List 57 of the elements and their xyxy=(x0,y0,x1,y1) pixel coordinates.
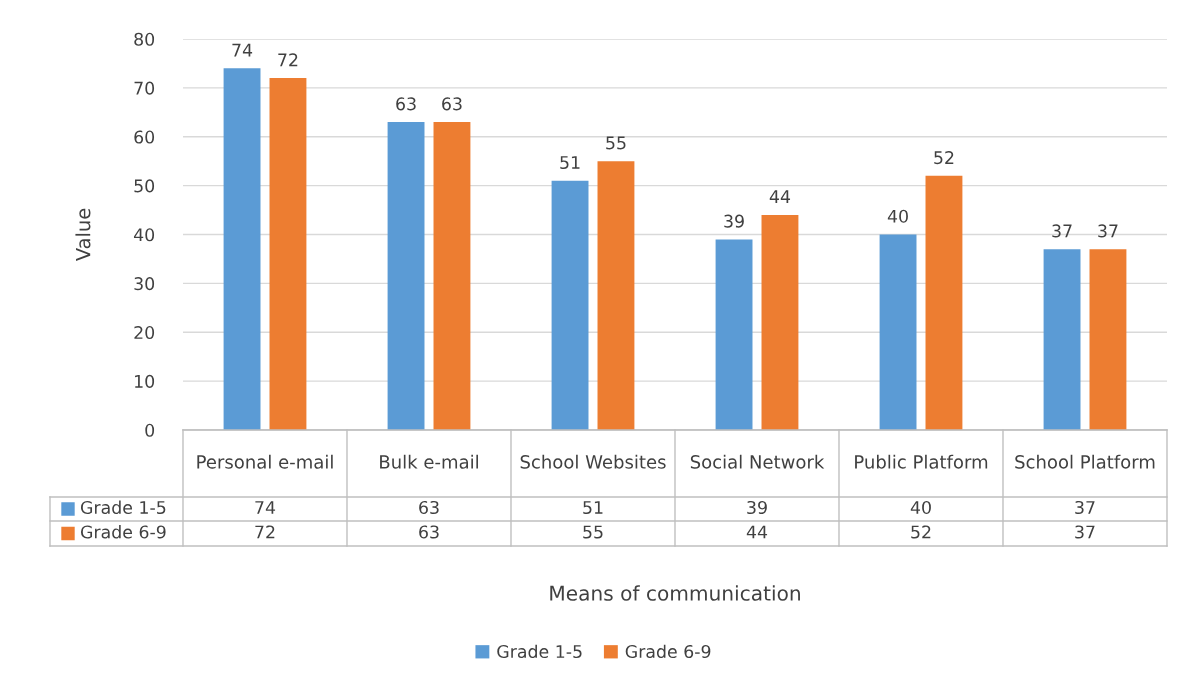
x-tick-label: Personal e-mail xyxy=(197,454,333,469)
data-label: 74 xyxy=(255,501,276,514)
bar xyxy=(433,122,471,430)
bar xyxy=(715,239,753,430)
data-label: 44 xyxy=(746,525,768,539)
y-tick-label: 0 xyxy=(145,423,155,437)
data-label: 39 xyxy=(747,500,767,515)
x-tick-label: Social Network xyxy=(690,454,825,469)
annotation: 52 xyxy=(934,151,954,165)
annotation: 39 xyxy=(724,214,744,228)
annotation: 51 xyxy=(560,156,580,170)
bar xyxy=(551,180,589,430)
y-tick-label: 50 xyxy=(134,179,155,193)
annotation: 63 xyxy=(442,97,462,111)
annotation: 55 xyxy=(606,136,626,150)
data-label: 55 xyxy=(583,525,603,539)
y-tick-label: 10 xyxy=(135,374,155,388)
data-label: 51 xyxy=(583,501,603,515)
y-tick-label: 30 xyxy=(134,277,155,291)
y-tick-label: 20 xyxy=(134,325,155,340)
bar xyxy=(761,214,799,430)
data-label: 37 xyxy=(1075,500,1095,515)
legend-label: Grade 1-5 xyxy=(80,500,166,515)
bar xyxy=(879,234,917,430)
data-label: 37 xyxy=(1075,525,1095,539)
x-tick-label: School Websites xyxy=(520,454,666,469)
annotation: 37 xyxy=(1052,224,1072,238)
annotation: 72 xyxy=(278,53,298,67)
annotation: 63 xyxy=(396,97,416,111)
y-tick-label: 70 xyxy=(134,81,155,95)
bar xyxy=(597,161,635,430)
bar xyxy=(269,78,307,430)
annotation: 37 xyxy=(1098,224,1118,238)
bar xyxy=(223,68,261,430)
annotation: 74 xyxy=(232,43,253,57)
bar xyxy=(1043,249,1081,430)
x-tick-label: Bulk e-mail xyxy=(380,454,478,469)
y-axis-title: Value xyxy=(75,208,91,262)
y-tick-label: 60 xyxy=(134,130,155,144)
x-tick-label: School Platform xyxy=(1015,454,1155,469)
data-label: 63 xyxy=(419,500,439,515)
text: Means of communication xyxy=(550,585,800,601)
annotation: 44 xyxy=(769,190,791,204)
x-tick-label: Public Platform xyxy=(855,454,988,469)
text: Grade 6-9 xyxy=(625,644,711,659)
y-tick-label: 80 xyxy=(134,32,155,46)
data-label: 52 xyxy=(911,525,931,539)
bar xyxy=(925,175,963,430)
bar xyxy=(1089,249,1127,430)
data-label: 63 xyxy=(419,525,439,539)
data-label: 72 xyxy=(255,525,275,539)
y-tick-label: 40 xyxy=(133,228,155,242)
data-label: 40 xyxy=(910,500,931,515)
text: Grade 1-5 xyxy=(497,644,582,659)
annotation: 40 xyxy=(887,209,908,223)
legend-label: Grade 6-9 xyxy=(80,525,166,539)
bar xyxy=(387,122,425,430)
